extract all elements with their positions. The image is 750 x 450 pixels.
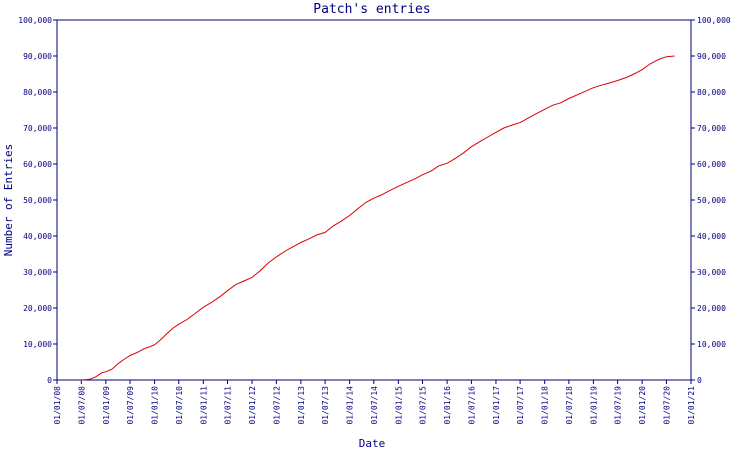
y-tick-label-left: 80,000 [23,88,52,97]
x-axis-ticks: 01/01/08 01/07/08 01/01/09 01/07/09 01/01/10… [53,380,696,425]
x-tick-label: 01/07/14 [370,386,379,425]
x-tick-label: 01/07/19 [614,386,623,425]
y-axis-label: Number of Entries [2,144,15,257]
y-tick-label-right: 60,000 [697,160,726,169]
x-tick-label: 01/07/12 [272,386,281,425]
x-tick-label: 01/01/09 [102,386,111,425]
y-tick-label-right: 50,000 [697,196,726,205]
x-tick-label: 01/01/14 [346,386,355,425]
x-tick-label: 01/07/10 [175,386,184,425]
x-tick-label: 01/01/19 [589,386,598,425]
x-tick-label: 01/01/10 [151,386,160,425]
y-tick-label-right: 90,000 [697,52,726,61]
x-tick-label: 01/07/09 [126,386,135,425]
series-layer [81,55,675,381]
x-tick-label: 01/01/15 [394,386,403,425]
y-tick-label-left: 70,000 [23,124,52,133]
y-tick-label-right: 40,000 [697,232,726,241]
x-tick-label: 01/01/13 [297,386,306,425]
y-tick-label-right: 10,000 [697,340,726,349]
x-tick-label: 01/01/08 [53,386,62,425]
plot-frame [56,19,692,381]
chart-title: Patch's entries [313,2,430,17]
y-tick-label-right: 70,000 [697,124,726,133]
x-tick-label: 01/07/20 [662,386,671,425]
y-tick-label-left: 50,000 [23,196,52,205]
x-tick-label: 01/07/18 [565,386,574,425]
y-tick-label-left: 60,000 [23,160,52,169]
x-tick-label: 01/07/08 [77,386,86,425]
y-tick-label-right: 80,000 [697,88,726,97]
x-tick-label: 01/07/13 [321,386,330,425]
x-tick-label: 01/01/20 [638,386,647,425]
y-tick-label-right: 0 [697,376,702,385]
x-tick-label: 01/01/12 [248,386,257,425]
x-tick-label: 01/01/21 [687,386,696,425]
x-tick-label: 01/01/18 [541,386,550,425]
x-tick-label: 01/07/11 [223,386,232,425]
y-tick-label-left: 40,000 [23,232,52,241]
x-tick-label: 01/01/16 [443,386,452,425]
y-tick-label-left: 0 [47,376,52,385]
y-axis-ticks: 0 0 10,000 10,000 20,000 20,000 30,000 30,000 40… [18,16,731,385]
x-tick-label: 01/07/15 [419,386,428,425]
y-tick-label-left: 10,000 [23,340,52,349]
y-tick-label-right: 30,000 [697,268,726,277]
y-tick-label-left: 20,000 [23,304,52,313]
y-tick-label-left: 90,000 [23,52,52,61]
x-tick-label: 01/01/17 [492,386,501,425]
x-axis-label: Date [359,437,386,450]
y-tick-label-right: 100,000 [697,16,731,25]
y-tick-label-left: 30,000 [23,268,52,277]
y-tick-label-left: 100,000 [18,16,52,25]
x-tick-label: 01/01/11 [199,386,208,425]
y-tick-label-right: 20,000 [697,304,726,313]
x-tick-label: 01/07/17 [516,386,525,425]
x-tick-label: 01/07/16 [467,386,476,425]
series-line-0 [81,55,675,381]
